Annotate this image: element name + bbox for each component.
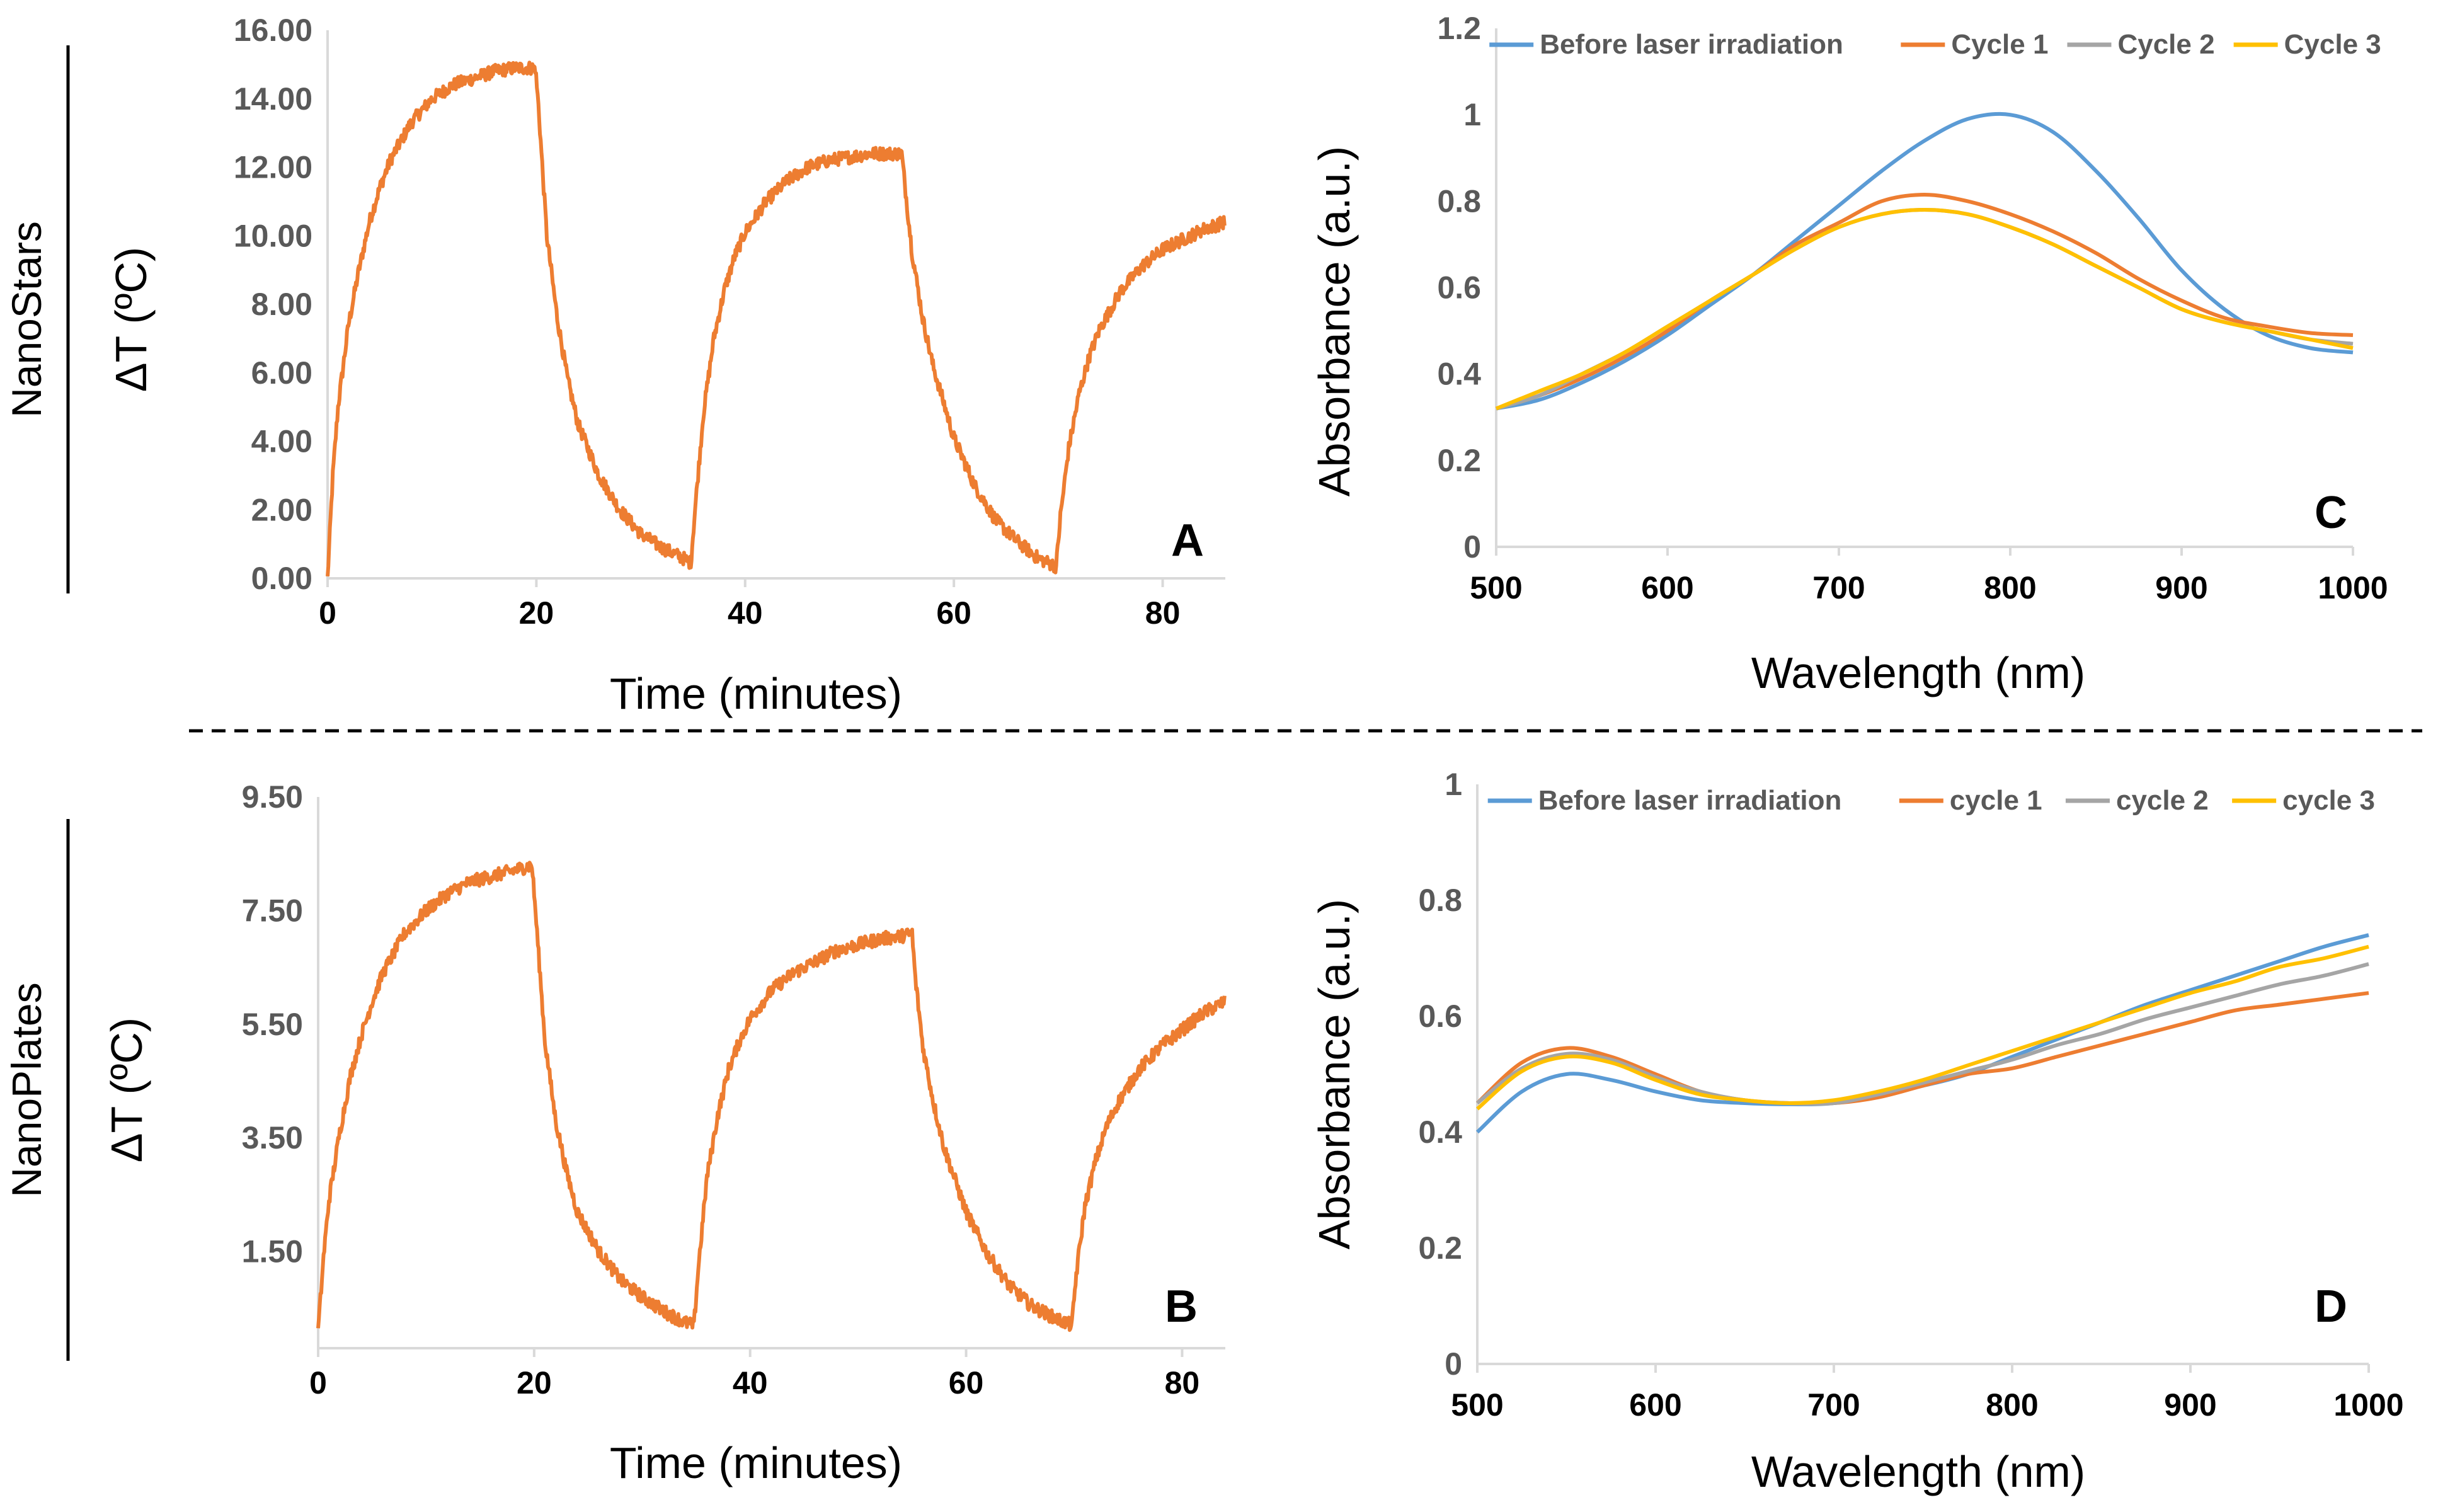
spectrum-series-line — [1495, 208, 2354, 411]
x-tick-label: 700 — [1807, 1387, 1860, 1423]
y-tick-label: 0 — [1463, 529, 1481, 564]
y-tick-label: 0.00 — [251, 561, 312, 596]
x-tick-label: 600 — [1629, 1387, 1681, 1423]
legend-entry-label: Cycle 3 — [2284, 29, 2381, 60]
y-tick-label: 1.50 — [242, 1234, 303, 1269]
x-axis-title: Wavelength (nm) — [1751, 1447, 2085, 1496]
y-tick-label: 0.6 — [1418, 999, 1462, 1034]
x-tick-label: 0 — [319, 595, 336, 631]
x-tick-label: 800 — [1986, 1387, 2038, 1423]
x-tick-label: 600 — [1641, 570, 1693, 605]
y-tick-label: 7.50 — [242, 893, 303, 928]
x-axis-title: Wavelength (nm) — [1751, 648, 2085, 697]
legend-entry-label: Cycle 2 — [2117, 29, 2214, 60]
y-tick-label: 0 — [1445, 1346, 1462, 1382]
legend-entry-label: Before laser irradiation — [1538, 785, 1842, 816]
x-tick-label: 80 — [1165, 1365, 1200, 1400]
y-tick-label: 9.50 — [242, 779, 303, 815]
x-tick-label: 40 — [728, 595, 763, 631]
legend-entry-label: cycle 3 — [2282, 785, 2375, 816]
temperature-series-line — [326, 60, 1227, 577]
y-tick-label: 2.00 — [251, 492, 312, 527]
y-tick-label: 8.00 — [251, 287, 312, 322]
legend-entry-label: cycle 1 — [1950, 785, 2042, 816]
y-axis-title: Absorbance (a.u.) — [1310, 899, 1359, 1249]
panel-d-spectrum-chart: 500 600 700 800 900 1000 0 0.2 0.4 0.6 0.8 1 Befor… — [1310, 767, 2404, 1496]
x-tick-label: 40 — [733, 1365, 768, 1400]
panel-letter: D — [2315, 1281, 2347, 1332]
x-axis-title: Time (minutes) — [610, 1438, 902, 1487]
x-tick-label: 20 — [519, 595, 554, 631]
y-tick-label: 0.2 — [1437, 443, 1481, 478]
panel-letter: A — [1171, 515, 1204, 566]
spectrum-series-line — [1496, 193, 2354, 411]
y-tick-label: 0.8 — [1418, 883, 1462, 918]
spectrum-series-line — [1476, 944, 2369, 1111]
x-tick-label: 900 — [2155, 570, 2207, 605]
y-axis-title: ΔT (ºC) — [102, 1017, 151, 1162]
x-tick-label: 60 — [949, 1365, 984, 1400]
panel-b-time-chart: 0 20 40 60 80 1.50 3.50 5.50 7.50 9.50 Time (min… — [102, 779, 1227, 1487]
legend-entry-label: Before laser irradiation — [1540, 29, 1843, 60]
x-tick-label: 500 — [1451, 1387, 1503, 1423]
y-axis-title: Absorbance (a.u.) — [1310, 146, 1359, 496]
y-tick-label: 0.2 — [1418, 1230, 1462, 1266]
x-axis-title: Time (minutes) — [610, 669, 902, 718]
y-axis-title: ΔT (ºC) — [106, 247, 156, 392]
y-tick-label: 1 — [1445, 767, 1462, 802]
y-tick-label: 0.6 — [1437, 270, 1481, 306]
legend-entry-label: cycle 2 — [2116, 785, 2209, 816]
y-tick-label: 3.50 — [242, 1120, 303, 1155]
temperature-series-line — [316, 861, 1227, 1332]
x-tick-label: 0 — [309, 1365, 327, 1400]
y-tick-label: 4.00 — [251, 424, 312, 459]
y-tick-label: 0.4 — [1418, 1114, 1462, 1150]
panel-a-time-chart: 0 20 40 60 80 0.00 2.00 4.00 6.00 8.00 10.00 12.00… — [106, 13, 1227, 718]
y-tick-label: 12.00 — [234, 150, 312, 185]
y-tick-label: 0.4 — [1437, 357, 1481, 392]
panel-letter: B — [1165, 1281, 1198, 1332]
x-tick-label: 900 — [2164, 1387, 2216, 1423]
y-tick-label: 1 — [1463, 97, 1481, 132]
spectrum-series-line — [1496, 112, 2354, 411]
y-tick-label: 14.00 — [234, 81, 312, 117]
legend-entry-label: Cycle 1 — [1951, 29, 2048, 60]
x-tick-label: 800 — [1984, 570, 2036, 605]
panel-c-spectrum-chart: 500 600 700 800 900 1000 0 0.2 0.4 0.6 0.8 1 1.2 Be… — [1310, 11, 2388, 697]
y-tick-label: 16.00 — [234, 13, 312, 48]
y-tick-label: 10.00 — [234, 218, 312, 253]
spectrum-series-line — [1476, 962, 2369, 1106]
row-label-top: NanoStars — [3, 221, 50, 418]
x-tick-label: 500 — [1470, 570, 1522, 605]
x-tick-label: 1000 — [2333, 1387, 2403, 1423]
x-tick-label: 20 — [517, 1365, 552, 1400]
y-tick-label: 6.00 — [251, 355, 312, 391]
x-tick-label: 80 — [1145, 595, 1181, 631]
spectrum-series-line — [1475, 933, 2369, 1134]
x-tick-label: 1000 — [2318, 570, 2388, 605]
row-label-bottom: NanoPlates — [3, 982, 50, 1197]
panel-letter: C — [2315, 488, 2347, 538]
y-tick-label: 1.2 — [1437, 11, 1481, 46]
spectrum-series-line — [1475, 991, 2369, 1106]
x-tick-label: 700 — [1812, 570, 1865, 605]
y-tick-label: 0.8 — [1437, 183, 1481, 219]
y-tick-label: 5.50 — [242, 1007, 303, 1042]
x-tick-label: 60 — [936, 595, 971, 631]
